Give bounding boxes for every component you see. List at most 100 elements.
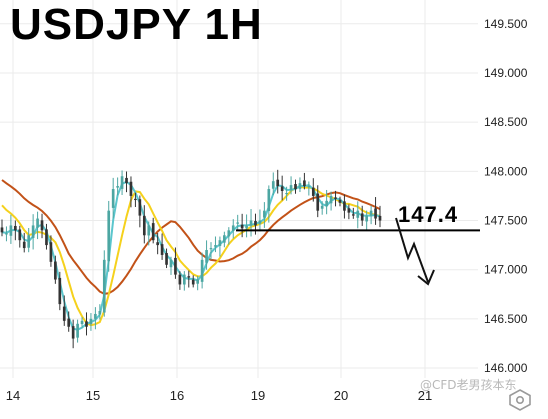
candle-body — [0, 227, 4, 233]
candle-body — [116, 186, 119, 188]
candle-body — [285, 192, 288, 195]
candle-body — [236, 222, 240, 224]
candle-body — [76, 323, 79, 338]
y-tick-label: 149.500 — [484, 17, 528, 31]
candle-body — [347, 208, 351, 213]
x-tick-label: 16 — [170, 388, 184, 403]
y-axis: 149.500 149.000 148.500 148.000 147.500 147.0… — [484, 17, 528, 375]
candle-body — [27, 235, 31, 248]
candle-body — [94, 313, 97, 319]
candle-body — [294, 184, 297, 190]
candle-body — [249, 220, 253, 226]
x-tick-label: 14 — [6, 388, 20, 403]
candle-body — [307, 186, 311, 188]
candle-body — [156, 242, 159, 246]
candle-body — [263, 210, 266, 218]
y-tick-label: 147.000 — [484, 263, 528, 277]
candle-body — [111, 189, 115, 208]
candle-body — [276, 179, 280, 187]
x-tick-label: 15 — [86, 388, 100, 403]
candle-body — [134, 198, 137, 201]
candle-body — [98, 311, 102, 315]
candle-body — [54, 261, 57, 280]
candle-body — [22, 241, 26, 249]
candle-body — [89, 318, 93, 325]
candle-body — [5, 233, 8, 235]
candle-body — [182, 274, 186, 285]
candle-body — [205, 250, 208, 263]
watermark-logo-icon — [509, 389, 531, 411]
candle-body — [214, 245, 217, 247]
candle-body — [329, 195, 333, 204]
candle-body — [49, 242, 53, 262]
y-tick-label: 147.500 — [484, 214, 528, 228]
chart-title: USDJPY 1H — [10, 0, 263, 49]
candle-body — [271, 181, 275, 189]
candle-body — [365, 215, 368, 222]
candle-body — [187, 276, 191, 278]
candle-body — [227, 230, 231, 237]
x-tick-label: 21 — [418, 388, 432, 403]
candle-body — [280, 186, 284, 192]
x-axis: 14 15 16 19 20 21 — [6, 388, 432, 403]
candle-body — [267, 189, 271, 212]
candle-body — [325, 200, 328, 207]
candle-body — [231, 225, 235, 231]
candle-body — [147, 225, 151, 236]
candle-body — [58, 277, 62, 305]
candle-body — [200, 259, 204, 282]
candle-body — [351, 214, 355, 216]
candle-body — [160, 244, 164, 255]
candle-body — [316, 193, 320, 211]
candle-body — [191, 279, 195, 285]
candle-body — [45, 229, 48, 246]
candle-body — [120, 176, 124, 189]
watermark-text: @CFD老男孩本东 — [420, 378, 517, 392]
candle-body — [129, 181, 133, 196]
candles — [0, 169, 382, 349]
projection-arrow-head — [417, 269, 435, 286]
candle-body — [360, 213, 364, 221]
x-tick-label: 20 — [334, 388, 348, 403]
candle-body — [40, 220, 44, 231]
moving-averages — [1, 179, 381, 331]
candle-body — [14, 225, 17, 231]
ma-mid-line — [1, 185, 381, 327]
y-tick-label: 146.000 — [484, 361, 528, 375]
candle-body — [311, 187, 315, 196]
y-tick-label: 148.000 — [484, 164, 528, 178]
grid — [0, 0, 478, 378]
candle-body — [245, 225, 248, 229]
candle-body — [334, 197, 337, 199]
candle-body — [125, 177, 128, 184]
candle-body — [71, 326, 75, 339]
y-tick-label: 149.000 — [484, 66, 528, 80]
candle-body — [298, 183, 302, 189]
candle-body — [174, 257, 177, 275]
y-tick-label: 146.500 — [484, 312, 528, 326]
candle-body — [374, 208, 377, 219]
ma-fast-line — [1, 180, 381, 331]
candle-body — [36, 218, 39, 228]
candle-body — [303, 180, 306, 187]
candle-body — [67, 318, 71, 327]
candle-body — [289, 185, 293, 191]
candle-body — [209, 248, 213, 250]
candle-body — [169, 259, 173, 268]
candle-body — [142, 215, 146, 236]
candle-body — [240, 224, 244, 229]
candle-body — [378, 215, 382, 221]
projection-arrow — [395, 217, 429, 283]
candle-body — [85, 321, 88, 327]
candle-body — [223, 235, 226, 243]
candle-body — [338, 199, 342, 203]
candle-body — [31, 225, 35, 238]
level-label: 147.4 — [398, 202, 459, 227]
candle-body — [320, 205, 324, 209]
candle-body — [138, 199, 142, 216]
projection-arrow-group — [395, 217, 435, 286]
candle-body — [356, 210, 360, 218]
candle-body — [165, 252, 168, 265]
